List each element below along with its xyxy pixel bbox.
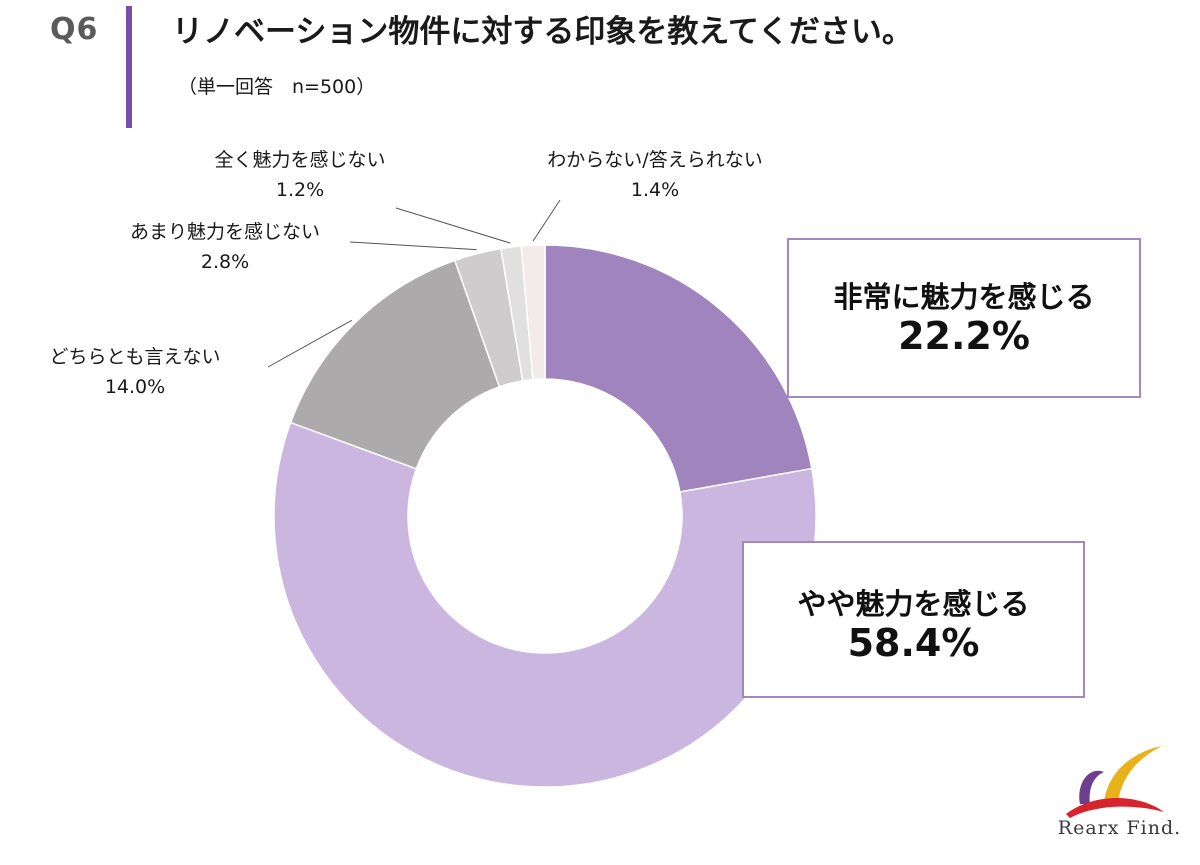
leader-line-3 (349, 241, 477, 251)
donut-slice-5 (520, 244, 546, 381)
slice-label-4: 全く魅力を感じない (214, 149, 385, 171)
logo-text: Rearx Find. (1057, 817, 1182, 839)
callout-somewhat-attractive-label: やや魅力を感じる (797, 587, 1030, 621)
accent-bar (126, 6, 132, 128)
callout-somewhat-attractive-value: 58.4% (847, 621, 980, 665)
chart-slices (273, 244, 817, 788)
slice-label-3: あまり魅力を感じない (130, 221, 320, 243)
slice-value-4: 1.2% (276, 179, 324, 201)
slice-value-3: 2.8% (201, 251, 249, 273)
donut-slice-2 (289, 259, 501, 470)
callout-very-attractive-value: 22.2% (898, 314, 1030, 358)
slice-label-2: どちらとも言えない (49, 346, 220, 368)
slice-value-2: 14.0% (105, 376, 165, 398)
donut-slice-0 (544, 244, 813, 493)
chart-leader-lines (267, 199, 561, 368)
callout-very-attractive: 非常に魅力を感じる 22.2% (787, 238, 1141, 398)
leader-line-5 (532, 199, 561, 242)
rearx-find-logo-mark (1066, 746, 1164, 818)
slice-value-5: 1.4% (631, 179, 679, 201)
leader-line-4 (395, 207, 511, 244)
callout-very-attractive-label: 非常に魅力を感じる (833, 280, 1095, 314)
slice-label-5: わからない/答えられない (547, 149, 762, 171)
question-title: リノベーション物件に対する印象を教えてください。 (172, 14, 913, 50)
donut-slice-1 (273, 421, 817, 788)
chart-outside-labels: どちらとも言えない 14.0% あまり魅力を感じない 2.8% 全く魅力を感じない 1.2… (49, 149, 762, 398)
callout-somewhat-attractive: やや魅力を感じる 58.4% (742, 541, 1085, 698)
question-number: Q6 (50, 12, 99, 47)
leader-line-2 (267, 319, 353, 368)
question-subtitle: （単一回答 n=500） (178, 76, 376, 98)
